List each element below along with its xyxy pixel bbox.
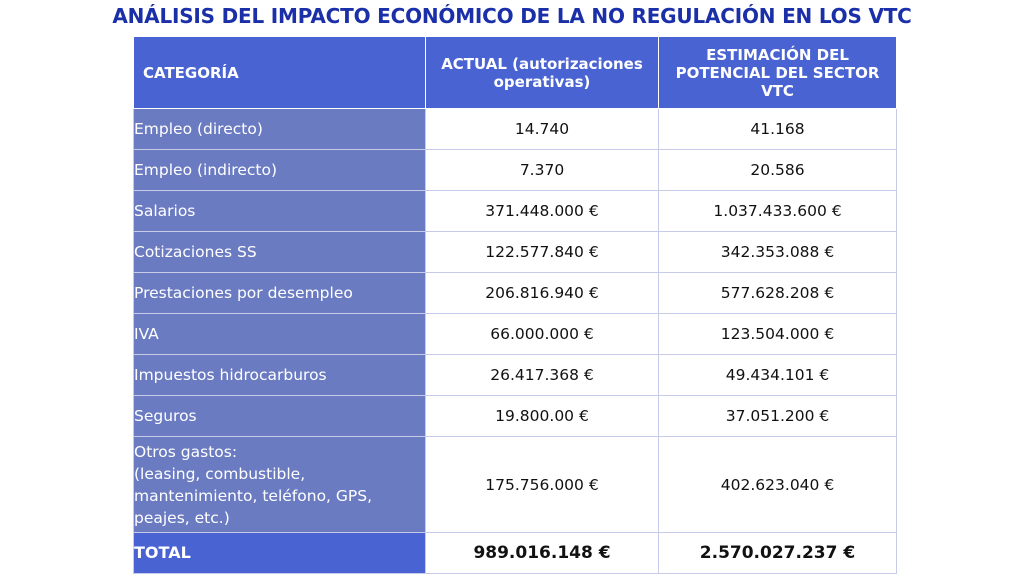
header-estimacion-line1: ESTIMACIÓN DEL [706, 45, 849, 64]
row-categoria: Empleo (indirecto) [133, 149, 426, 191]
row-estimacion: 123.504.000 € [658, 313, 897, 355]
header-estimacion-line2: POTENCIAL DEL SECTOR [675, 63, 880, 82]
table-row: Salarios 371.448.000 € 1.037.433.600 € [133, 190, 897, 232]
otros-line4: peajes, etc.) [134, 508, 230, 527]
table-row: Cotizaciones SS 122.577.840 € 342.353.08… [133, 231, 897, 273]
row-estimacion: 577.628.208 € [658, 272, 897, 314]
table-row-total: TOTAL 989.016.148 € 2.570.027.237 € [133, 532, 897, 574]
table-row: Impuestos hidrocarburos 26.417.368 € 49.… [133, 354, 897, 396]
row-estimacion: 20.586 [658, 149, 897, 191]
row-estimacion: 342.353.088 € [658, 231, 897, 273]
table-row-otros-gastos: Otros gastos: (leasing, combustible, man… [133, 436, 897, 533]
row-actual: 66.000.000 € [425, 313, 659, 355]
row-actual: 19.800.00 € [425, 395, 659, 437]
row-categoria: Prestaciones por desempleo [133, 272, 426, 314]
row-categoria: Seguros [133, 395, 426, 437]
total-estimacion: 2.570.027.237 € [658, 532, 897, 574]
table-row: Prestaciones por desempleo 206.816.940 €… [133, 272, 897, 314]
row-categoria-otros: Otros gastos: (leasing, combustible, man… [133, 436, 426, 533]
otros-line1: Otros gastos: [134, 442, 238, 461]
row-estimacion: 41.168 [658, 108, 897, 150]
header-actual-line1: ACTUAL (autorizaciones [441, 54, 643, 73]
row-actual: 122.577.840 € [425, 231, 659, 273]
header-actual: ACTUAL (autorizaciones operativas) [425, 36, 659, 109]
row-actual: 206.816.940 € [425, 272, 659, 314]
row-actual: 175.756.000 € [425, 436, 659, 533]
table-row: IVA 66.000.000 € 123.504.000 € [133, 313, 897, 355]
row-categoria: IVA [133, 313, 426, 355]
table-row: Empleo (directo) 14.740 41.168 [133, 108, 897, 150]
row-actual: 7.370 [425, 149, 659, 191]
otros-line3: mantenimiento, teléfono, GPS, [134, 486, 373, 505]
row-actual: 14.740 [425, 108, 659, 150]
total-label: TOTAL [133, 532, 426, 574]
header-estimacion: ESTIMACIÓN DEL POTENCIAL DEL SECTOR VTC [658, 36, 897, 109]
row-actual: 26.417.368 € [425, 354, 659, 396]
otros-line2: (leasing, combustible, [134, 464, 306, 483]
row-actual: 371.448.000 € [425, 190, 659, 232]
row-estimacion: 49.434.101 € [658, 354, 897, 396]
row-categoria: Impuestos hidrocarburos [133, 354, 426, 396]
row-categoria: Cotizaciones SS [133, 231, 426, 273]
row-categoria: Salarios [133, 190, 426, 232]
table-row: Empleo (indirecto) 7.370 20.586 [133, 149, 897, 191]
page-title: ANÁLISIS DEL IMPACTO ECONÓMICO DE LA NO … [112, 4, 912, 28]
row-estimacion: 37.051.200 € [658, 395, 897, 437]
row-categoria: Empleo (directo) [133, 108, 426, 150]
row-estimacion: 402.623.040 € [658, 436, 897, 533]
table-row: Seguros 19.800.00 € 37.051.200 € [133, 395, 897, 437]
header-categoria: CATEGORÍA [133, 36, 426, 109]
impact-table: CATEGORÍA ACTUAL (autorizaciones operati… [133, 36, 897, 574]
table-header-row: CATEGORÍA ACTUAL (autorizaciones operati… [133, 36, 897, 109]
header-estimacion-line3: VTC [761, 81, 794, 100]
row-estimacion: 1.037.433.600 € [658, 190, 897, 232]
total-actual: 989.016.148 € [425, 532, 659, 574]
header-actual-line2: operativas) [493, 72, 591, 91]
